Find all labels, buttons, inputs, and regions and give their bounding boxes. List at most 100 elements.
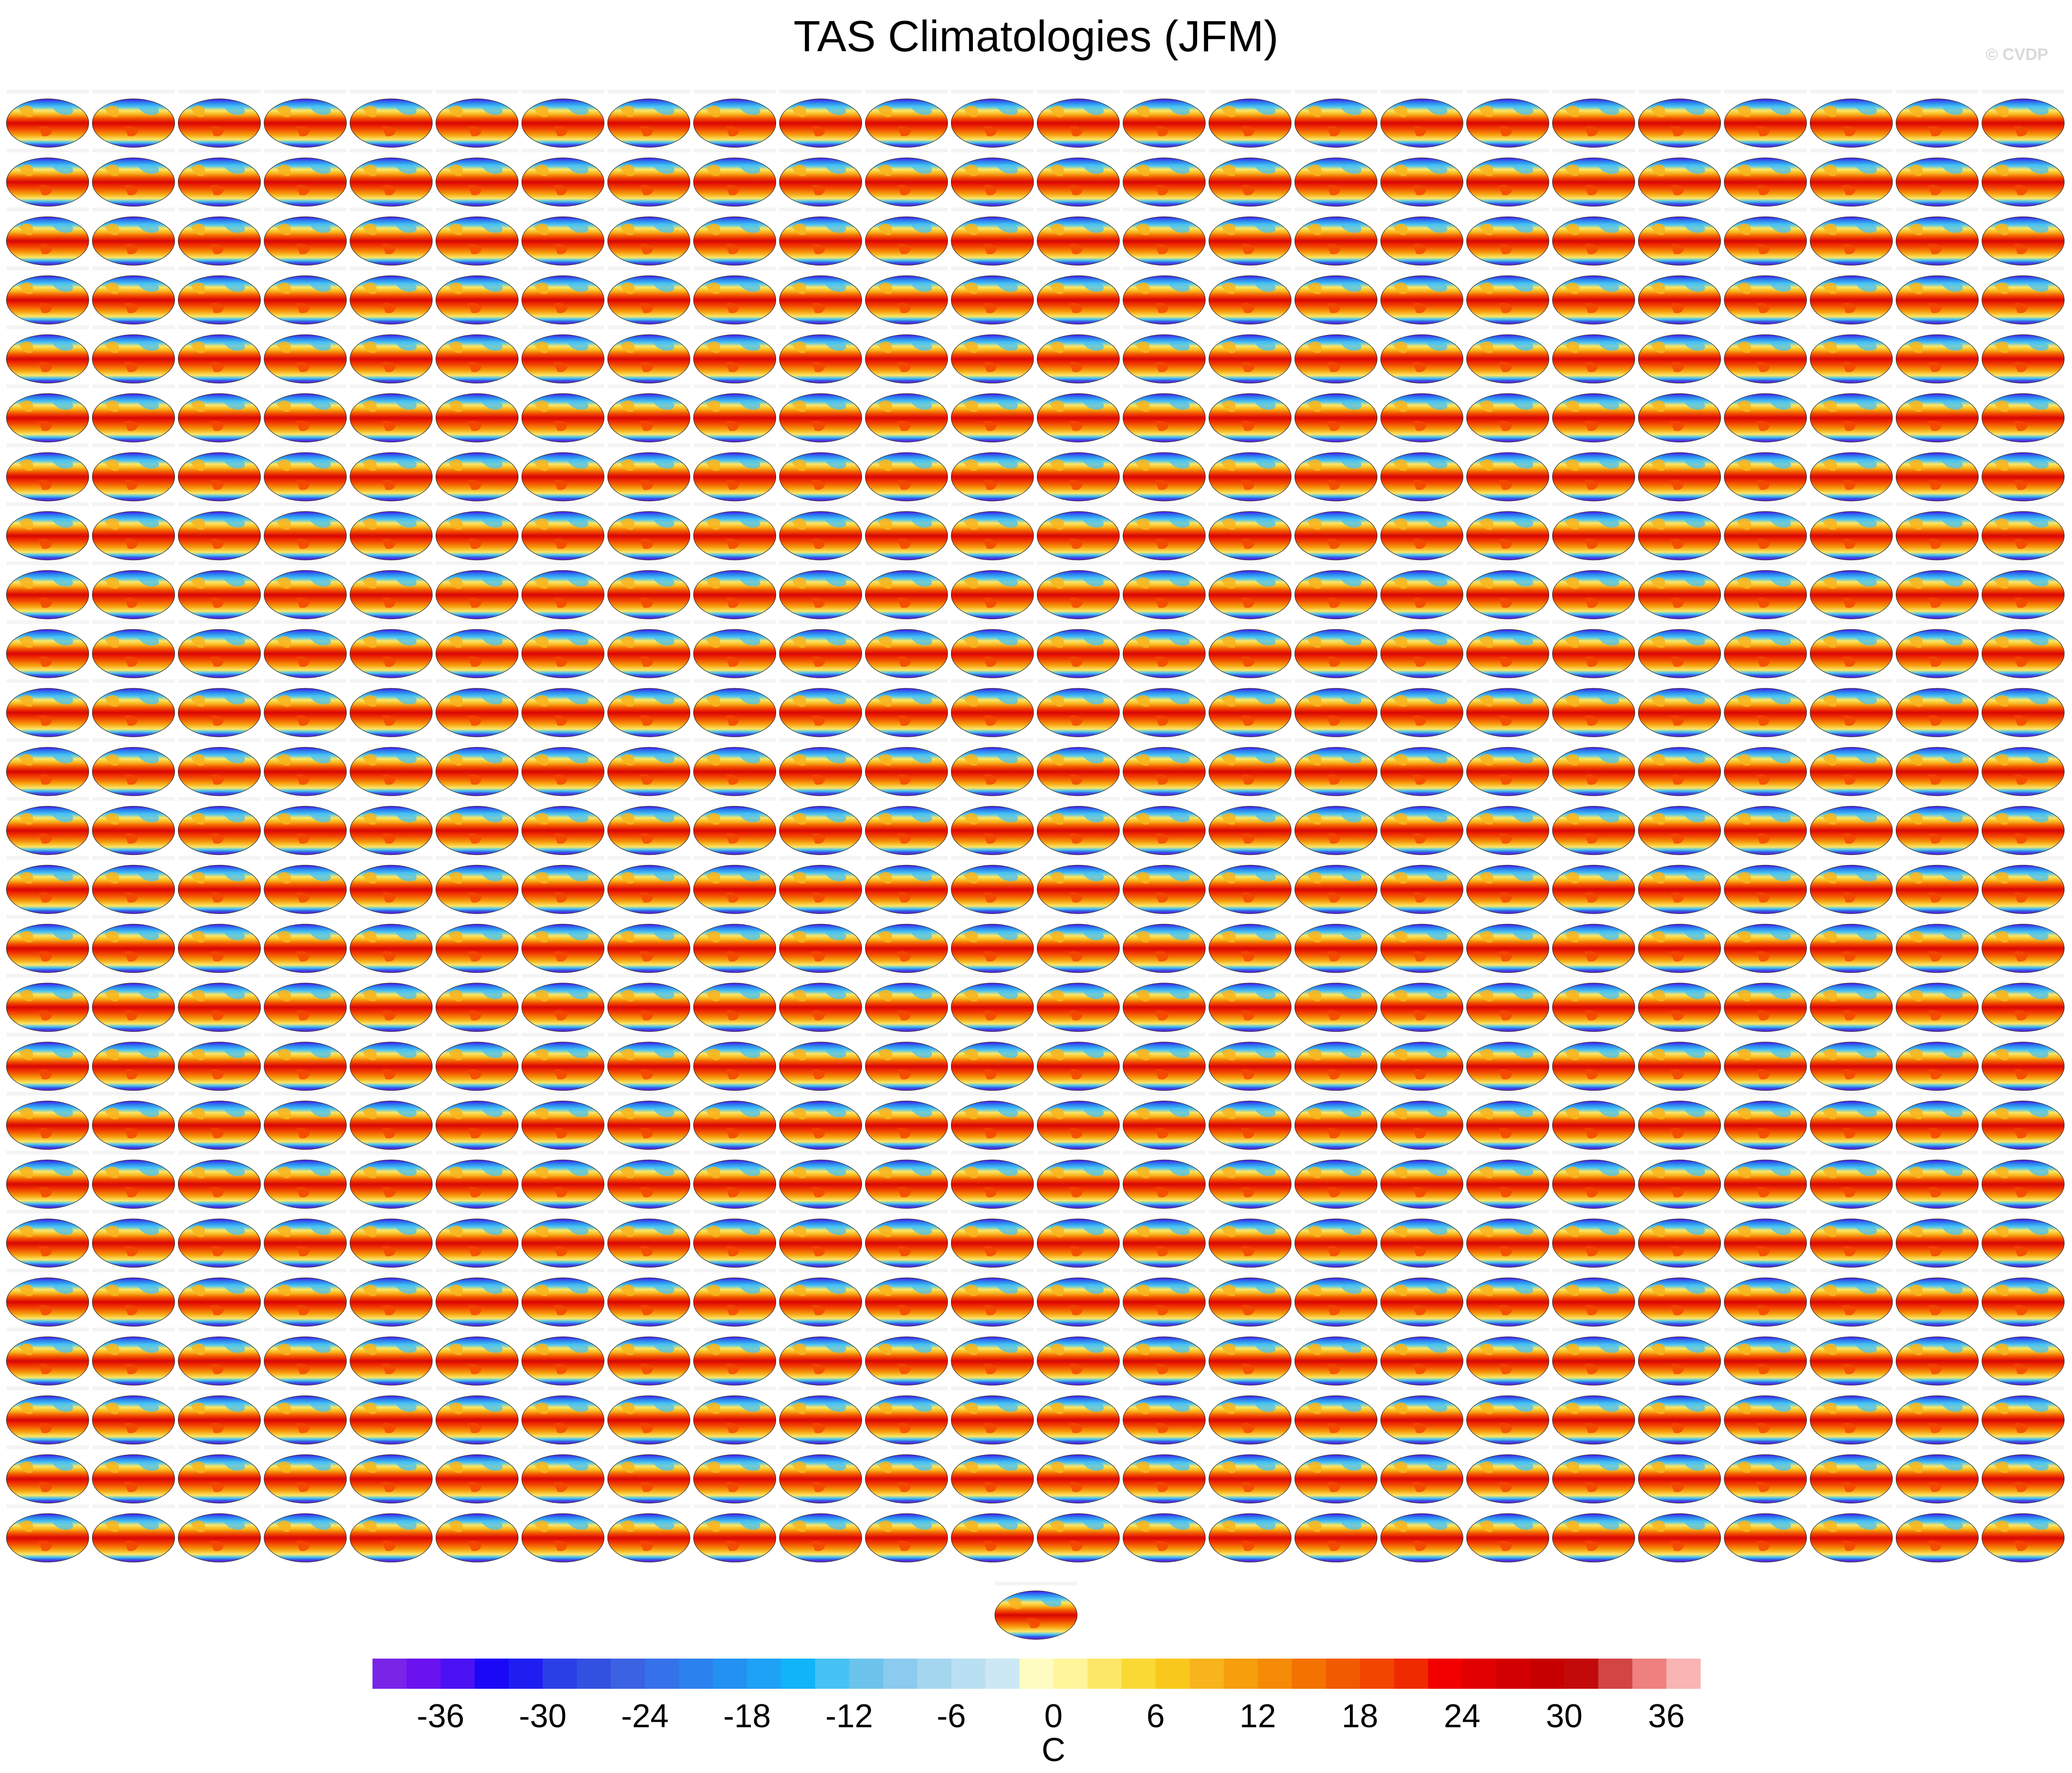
map-panel-r19-c7 [521,1151,604,1209]
map-panel-r15-c19 [1552,915,1635,973]
map-panel-r25-c11 [865,1504,948,1562]
map-panel-r11-c24 [1981,679,2065,737]
map-panel-r4-c17 [1380,266,1463,325]
map-panel-r3-c7 [521,207,604,266]
map-panel-r5-c13 [1036,325,1120,384]
map-panel-r13-c23 [1895,797,1979,855]
map-panel-r2-c7 [521,148,604,207]
map-panel-r9-c20 [1638,561,1721,620]
colorbar-swatch-12 [747,1659,782,1689]
map-panel-r3-c6 [435,207,519,266]
colorbar-swatch-3 [440,1659,475,1689]
map-panel-r14-c10 [779,856,862,914]
map-panel-r17-c21 [1724,1032,1807,1091]
map-panel-r12-c9 [693,738,777,796]
map-panel-r13-c5 [350,797,433,855]
map-panel-r6-c21 [1724,384,1807,443]
map-panel-r23-c5 [350,1386,433,1445]
map-panel-r21-c10 [779,1269,862,1327]
map-panel-r16-c10 [779,974,862,1032]
map-panel-r6-c20 [1638,384,1721,443]
map-panel-r18-c14 [1122,1092,1206,1150]
map-panel-r15-c10 [779,915,862,973]
map-panel-r17-c3 [178,1032,261,1091]
map-panel-r11-c12 [951,679,1034,737]
map-panel-r19-c8 [607,1151,691,1209]
map-panel-r7-c3 [178,443,261,502]
map-panel-r22-c2 [92,1327,175,1386]
map-panel-r17-c18 [1466,1032,1549,1091]
map-panel-r5-c11 [865,325,948,384]
map-panel-r20-c12 [951,1210,1034,1268]
map-panel-r12-c3 [178,738,261,796]
map-panel-r15-c7 [521,915,604,973]
map-panel-r24-c8 [607,1445,691,1503]
map-panel-r7-c10 [779,443,862,502]
map-panel-r15-c15 [1209,915,1292,973]
map-panel-r18-c11 [865,1092,948,1150]
map-panel-r7-c2 [92,443,175,502]
map-panel-r5-c23 [1895,325,1979,384]
map-panel-r3-c11 [865,207,948,266]
map-panel-r23-c8 [607,1386,691,1445]
map-panel-r3-c15 [1209,207,1292,266]
map-panel-r10-c24 [1981,620,2065,678]
map-panel-r3-c23 [1895,207,1979,266]
map-panel-r22-c20 [1638,1327,1721,1386]
map-panel-r7-c15 [1209,443,1292,502]
map-panel-r15-c1 [6,915,89,973]
map-panel-r9-c17 [1380,561,1463,620]
map-panel-r8-c22 [1810,502,1893,561]
map-panel-r21-c7 [521,1269,604,1327]
map-panel-r3-c10 [779,207,862,266]
map-panel-r6-c6 [435,384,519,443]
map-panel-r1-c9 [693,90,777,148]
map-panel-r11-c8 [607,679,691,737]
map-panel-r21-c12 [951,1269,1034,1327]
map-panel-r3-c2 [92,207,175,266]
map-panel-r2-c18 [1466,148,1549,207]
map-panel-r15-c2 [92,915,175,973]
map-panel-r21-c15 [1209,1269,1292,1327]
map-panel-r4-c22 [1810,266,1893,325]
map-panel-r17-c2 [92,1032,175,1091]
map-panel-r4-c2 [92,266,175,325]
map-panel-r13-c12 [951,797,1034,855]
map-panel-r25-c18 [1466,1504,1549,1562]
map-panel-r18-c1 [6,1092,89,1150]
colorbar-swatch-39 [1666,1659,1701,1689]
map-panel-r18-c16 [1294,1092,1378,1150]
map-panel-r3-c4 [264,207,347,266]
map-panel-r9-c15 [1209,561,1292,620]
map-panel-r25-c20 [1638,1504,1721,1562]
map-panel-r10-c1 [6,620,89,678]
map-panel-r18-c22 [1810,1092,1893,1150]
map-panel-r19-c17 [1380,1151,1463,1209]
colorbar-swatch-20 [1019,1659,1054,1689]
map-panel-r14-c18 [1466,856,1549,914]
map-panel-r14-c3 [178,856,261,914]
map-panel-r3-c22 [1810,207,1893,266]
map-panel-r1-c7 [521,90,604,148]
map-panel-r25-c13 [1036,1504,1120,1562]
map-panel-r12-c4 [264,738,347,796]
map-panel-r15-c6 [435,915,519,973]
map-panel-r10-c16 [1294,620,1378,678]
map-panel-r5-c3 [178,325,261,384]
map-panel-r13-c11 [865,797,948,855]
map-panel-r19-c18 [1466,1151,1549,1209]
map-panel-r8-c9 [693,502,777,561]
map-panel-r17-c6 [435,1032,519,1091]
map-panel-r3-c18 [1466,207,1549,266]
map-panel-r1-c12 [951,90,1034,148]
map-panel-r2-c2 [92,148,175,207]
map-panel-r21-c19 [1552,1269,1635,1327]
map-panel-r20-c21 [1724,1210,1807,1268]
map-panel-r18-c5 [350,1092,433,1150]
map-panel-r21-c20 [1638,1269,1721,1327]
map-panel-r8-c1 [6,502,89,561]
map-panel-r22-c5 [350,1327,433,1386]
map-panel-r19-c20 [1638,1151,1721,1209]
map-panel-r21-c8 [607,1269,691,1327]
map-panel-r4-c14 [1122,266,1206,325]
